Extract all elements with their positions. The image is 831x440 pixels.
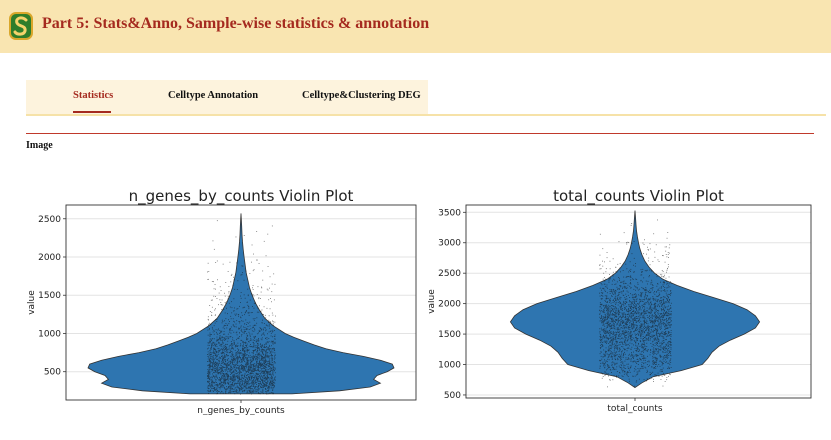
y-tick-label: 1500 (38, 291, 61, 301)
y-tick-label: 1000 (38, 329, 61, 339)
y-axis-label: value (27, 290, 37, 315)
y-tick-label: 2500 (38, 215, 61, 225)
tab-bar: Statistics Celltype Annotation Celltype&… (26, 80, 428, 114)
x-tick-label: n_genes_by_counts (197, 406, 285, 415)
violin-chart-total-counts: total_counts Violin Plot 500 1000 1500 2000 2… (428, 187, 812, 414)
jitter-points (599, 219, 672, 388)
y-tick-label: 3500 (438, 208, 461, 218)
tab-celltype-annotation[interactable]: Celltype Annotation (168, 90, 259, 101)
y-tick-label: 2000 (438, 300, 461, 310)
y-tick-label: 500 (44, 368, 61, 378)
chart-title: n_genes_by_counts Violin Plot (129, 187, 354, 206)
chart-title: total_counts Violin Plot (553, 187, 724, 206)
violin-plot-n-genes: n_genes_by_counts Violin Plot 500 1000 1500… (24, 185, 424, 415)
active-tab-indicator (73, 111, 111, 113)
violin-body (87, 213, 395, 395)
y-tick-label: 1000 (438, 361, 461, 371)
violin-plot-total-counts: total_counts Violin Plot 500 1000 1500 2000 2… (428, 185, 828, 415)
plot-frame (465, 204, 812, 399)
y-tick-label: 2500 (438, 269, 461, 279)
page-title: Part 5: Stats&Anno, Sample-wise statisti… (42, 15, 430, 32)
tab-celltype-clustering-deg[interactable]: Celltype&Clustering DEG (302, 90, 421, 101)
section-divider (26, 133, 814, 134)
tab-bar-border (26, 114, 826, 116)
jitter-points (207, 220, 276, 395)
section-label: Image (26, 140, 53, 151)
y-tick-label: 3000 (438, 239, 461, 249)
app-header: Part 5: Stats&Anno, Sample-wise statisti… (0, 0, 831, 53)
y-tick-label: 2000 (38, 253, 61, 263)
y-tick-label: 500 (444, 391, 461, 401)
y-axis-label: value (428, 289, 437, 314)
y-tick-label: 1500 (438, 330, 461, 340)
violin-chart-n-genes: n_genes_by_counts Violin Plot 500 1000 1500… (27, 187, 417, 415)
violin-body (509, 210, 761, 389)
tab-statistics[interactable]: Statistics (73, 90, 114, 101)
s-logo-icon (9, 12, 33, 40)
x-tick-label: total_counts (607, 404, 662, 414)
